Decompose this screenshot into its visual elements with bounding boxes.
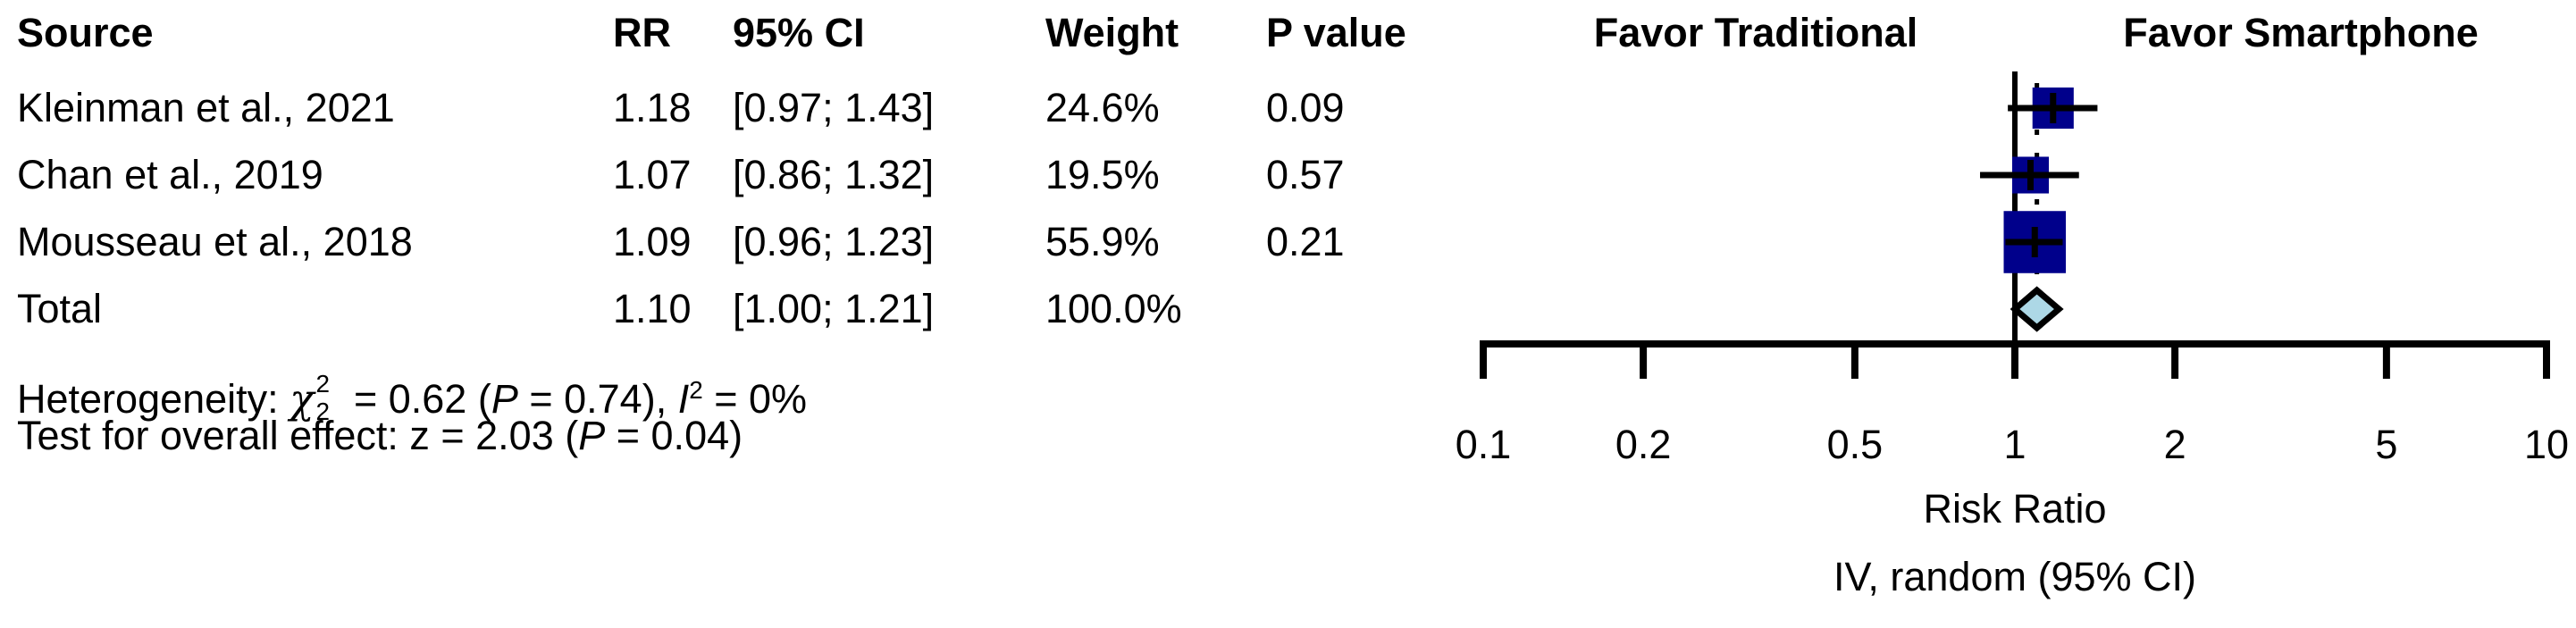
rr-cell: 1.07: [613, 152, 692, 197]
col-header-weight: Weight: [1045, 10, 1179, 55]
rr-cell: 1.09: [613, 219, 692, 264]
ci-cell: [0.96; 1.23]: [733, 219, 935, 264]
col-header-source: Source: [17, 10, 154, 55]
i-squared-symbol: I: [677, 376, 690, 422]
weight-cell: 55.9%: [1045, 219, 1160, 264]
xaxis-subtitle: IV, random (95% CI): [1833, 554, 2197, 599]
total-ci-cell: [1.00; 1.21]: [733, 286, 935, 331]
heterogeneity-prefix: Heterogeneity:: [17, 376, 290, 422]
total-rr-cell: 1.10: [613, 286, 692, 331]
x-axis-tick-label: 0.2: [1615, 422, 1672, 467]
x-axis-tick-label: 0.5: [1827, 422, 1884, 467]
ci-cell: [0.97; 1.43]: [733, 85, 935, 130]
chi-symbol: χ: [289, 375, 315, 423]
p-italic: P: [578, 413, 606, 458]
source-cell: Mousseau et al., 2018: [17, 219, 413, 264]
ci-cell: [0.86; 1.32]: [733, 152, 935, 197]
xaxis-title: Risk Ratio: [1923, 486, 2107, 532]
total-diamond: [2010, 286, 2064, 332]
heterogeneity-tail: = 0%: [702, 376, 808, 422]
rr-cell: 1.18: [613, 85, 692, 130]
col-header-ci: 95% CI: [733, 10, 865, 55]
p-italic: P: [491, 376, 518, 422]
x-axis-tick-label: 1: [2003, 422, 2026, 467]
pvalue-cell: 0.57: [1266, 152, 1345, 197]
favor-right-label: Favor Smartphone: [2123, 10, 2479, 55]
x-axis-tick-label: 10: [2524, 422, 2569, 467]
col-header-pvalue: P value: [1266, 10, 1406, 55]
source-cell: Kleinman et al., 2021: [17, 85, 395, 130]
overall-effect-tail: = 0.04): [605, 413, 743, 458]
x-axis-tick-label: 5: [2375, 422, 2397, 467]
i-squared-sup: 2: [689, 376, 703, 404]
col-header-rr: RR: [613, 10, 671, 55]
source-cell: Chan et al., 2019: [17, 152, 323, 197]
heterogeneity-mid: = 0.62 (: [342, 376, 491, 422]
total-weight-cell: 100.0%: [1045, 286, 1182, 331]
x-axis-tick-label: 0.1: [1456, 422, 1512, 467]
overall-effect-prefix: Test for overall effect: z = 2.03 (: [17, 413, 579, 458]
pvalue-cell: 0.09: [1266, 85, 1345, 130]
total-source-cell: Total: [17, 286, 103, 331]
overall-effect-note: Test for overall effect: z = 2.03 (P = 0…: [17, 412, 743, 460]
favor-left-label: Favor Traditional: [1593, 10, 1918, 55]
x-axis-tick-label: 2: [2164, 422, 2186, 467]
heterogeneity-after-p: = 0.74),: [517, 376, 678, 422]
weight-cell: 24.6%: [1045, 85, 1160, 130]
weight-cell: 19.5%: [1045, 152, 1160, 197]
pvalue-cell: 0.21: [1266, 219, 1345, 264]
